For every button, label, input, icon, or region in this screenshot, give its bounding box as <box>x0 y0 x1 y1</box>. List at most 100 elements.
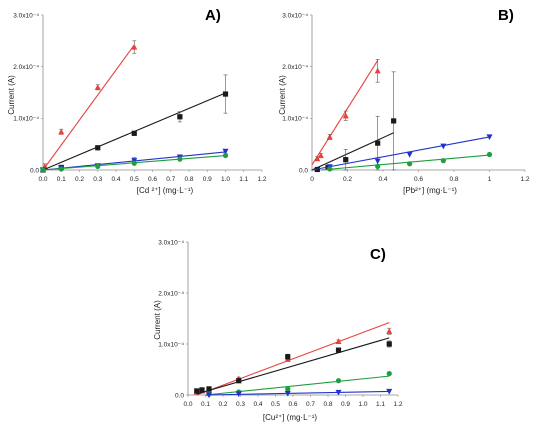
data-point <box>58 166 64 172</box>
x-tick-label: 0.7 <box>166 176 175 183</box>
x-tick-label: 0.3 <box>93 176 102 183</box>
fit-line <box>311 60 379 166</box>
fit-line <box>205 390 390 396</box>
data-point <box>327 166 333 172</box>
data-point <box>199 387 205 393</box>
data-point <box>486 134 493 141</box>
x-axis-label: [Cd ²⁺] (mg·L⁻¹) <box>137 186 194 195</box>
data-point <box>326 133 333 140</box>
data-point <box>486 151 493 158</box>
x-tick-label: 0.9 <box>341 401 350 408</box>
x-axis-label: [Cu²⁺] (mg·L⁻¹) <box>263 413 318 422</box>
data-point <box>440 158 446 164</box>
data-point <box>386 370 392 377</box>
data-point <box>285 354 291 360</box>
fit-line <box>311 136 490 171</box>
x-tick-label: 0.2 <box>343 176 352 183</box>
data-point <box>335 378 342 384</box>
data-point <box>177 114 183 120</box>
x-tick-label: 0.8 <box>323 401 332 408</box>
fit-line <box>196 322 390 396</box>
x-tick-label: 0.1 <box>57 176 66 183</box>
panel-c-cu: C) 0.0 0.1 0.2 0.3 0.4 0.5 0.6 0.7 0.8 0.9 1.0 1.1 1.… <box>153 239 403 422</box>
y-tick-label: 3.0x10⁻⁴ <box>13 12 39 19</box>
panel-label: C) <box>370 246 386 263</box>
data-point <box>131 43 138 50</box>
x-tick-label: 0.5 <box>130 176 139 183</box>
panel-label: B) <box>498 7 514 24</box>
data-point <box>95 163 101 169</box>
data-point <box>406 151 413 158</box>
y-tick-label: 0.0 <box>175 392 184 399</box>
data-point <box>236 378 242 384</box>
data-point <box>386 328 393 334</box>
data-point <box>131 160 137 166</box>
y-tick-label: 1.0x10⁻⁴ <box>158 341 184 348</box>
x-tick-label: 0.4 <box>378 176 387 183</box>
data-point <box>222 91 229 97</box>
series-circle <box>320 151 493 172</box>
data-point <box>58 128 65 135</box>
fit-line <box>311 132 394 171</box>
x-tick-label: 0.9 <box>203 176 212 183</box>
data-point <box>342 112 349 119</box>
y-axis-label: Current (A) <box>153 300 162 340</box>
data-point <box>407 161 413 167</box>
y-tick-label: 1.0x10⁻⁴ <box>282 116 308 123</box>
x-tick-label: 0.6 <box>414 176 423 183</box>
x-tick-label: 1.0 <box>221 176 230 183</box>
y-tick-label: 2.0x10⁻⁴ <box>13 64 39 71</box>
x-tick-label: 0.3 <box>236 401 245 408</box>
data-point <box>194 388 200 394</box>
x-axis-label: [Pb²⁺] (mg·L⁻¹) <box>403 186 457 195</box>
data-point <box>222 148 229 155</box>
data-point <box>317 152 324 159</box>
data-point <box>94 84 101 90</box>
x-tick-label: 0.4 <box>111 176 120 183</box>
data-point <box>440 143 447 150</box>
y-tick-label: 0.0 <box>299 167 308 174</box>
x-tick-label: 0.2 <box>75 176 84 183</box>
series-circle <box>40 152 229 173</box>
x-tick-label: 1.1 <box>239 176 248 183</box>
fit-line <box>196 337 390 395</box>
y-axis-label: Current (A) <box>278 75 287 115</box>
x-tick-label: 0.5 <box>271 401 280 408</box>
data-point <box>177 156 183 162</box>
y-tick-label: 2.0x10⁻⁴ <box>282 64 308 71</box>
y-tick-label: 3.0x10⁻⁴ <box>158 239 184 246</box>
data-point <box>335 389 342 396</box>
data-point <box>314 155 321 162</box>
series-triangle-down <box>311 134 493 171</box>
y-tick-label: 0.0 <box>30 167 39 174</box>
x-tick-label: 0.6 <box>288 401 297 408</box>
data-point <box>222 152 229 159</box>
data-point <box>386 388 393 395</box>
data-point <box>131 130 137 136</box>
data-point <box>343 157 349 163</box>
data-point <box>335 347 342 353</box>
fit-line <box>320 154 490 171</box>
y-tick-label: 1.0x10⁻⁴ <box>13 116 39 123</box>
x-tick-label: 0.2 <box>218 401 227 408</box>
x-tick-label: 0.7 <box>306 401 315 408</box>
data-point <box>285 386 291 392</box>
data-point <box>206 392 212 399</box>
x-tick-label: 0.4 <box>253 401 262 408</box>
y-axis-label: Current (A) <box>7 75 16 115</box>
y-tick-label: 2.0x10⁻⁴ <box>158 290 184 297</box>
fit-line <box>42 44 135 171</box>
x-tick-label: 1.2 <box>393 401 402 408</box>
data-point <box>235 391 242 398</box>
x-tick-label: 0.0 <box>38 176 47 183</box>
panel-label: A) <box>205 7 221 24</box>
x-tick-label: 1.2 <box>257 176 266 183</box>
data-point <box>386 341 392 347</box>
data-point <box>375 163 381 169</box>
x-tick-label: 0.1 <box>201 401 210 408</box>
y-tick-label: 3.0x10⁻⁴ <box>282 12 308 19</box>
data-point <box>40 167 46 173</box>
data-point <box>95 145 101 151</box>
series-triangle-down <box>205 388 393 399</box>
